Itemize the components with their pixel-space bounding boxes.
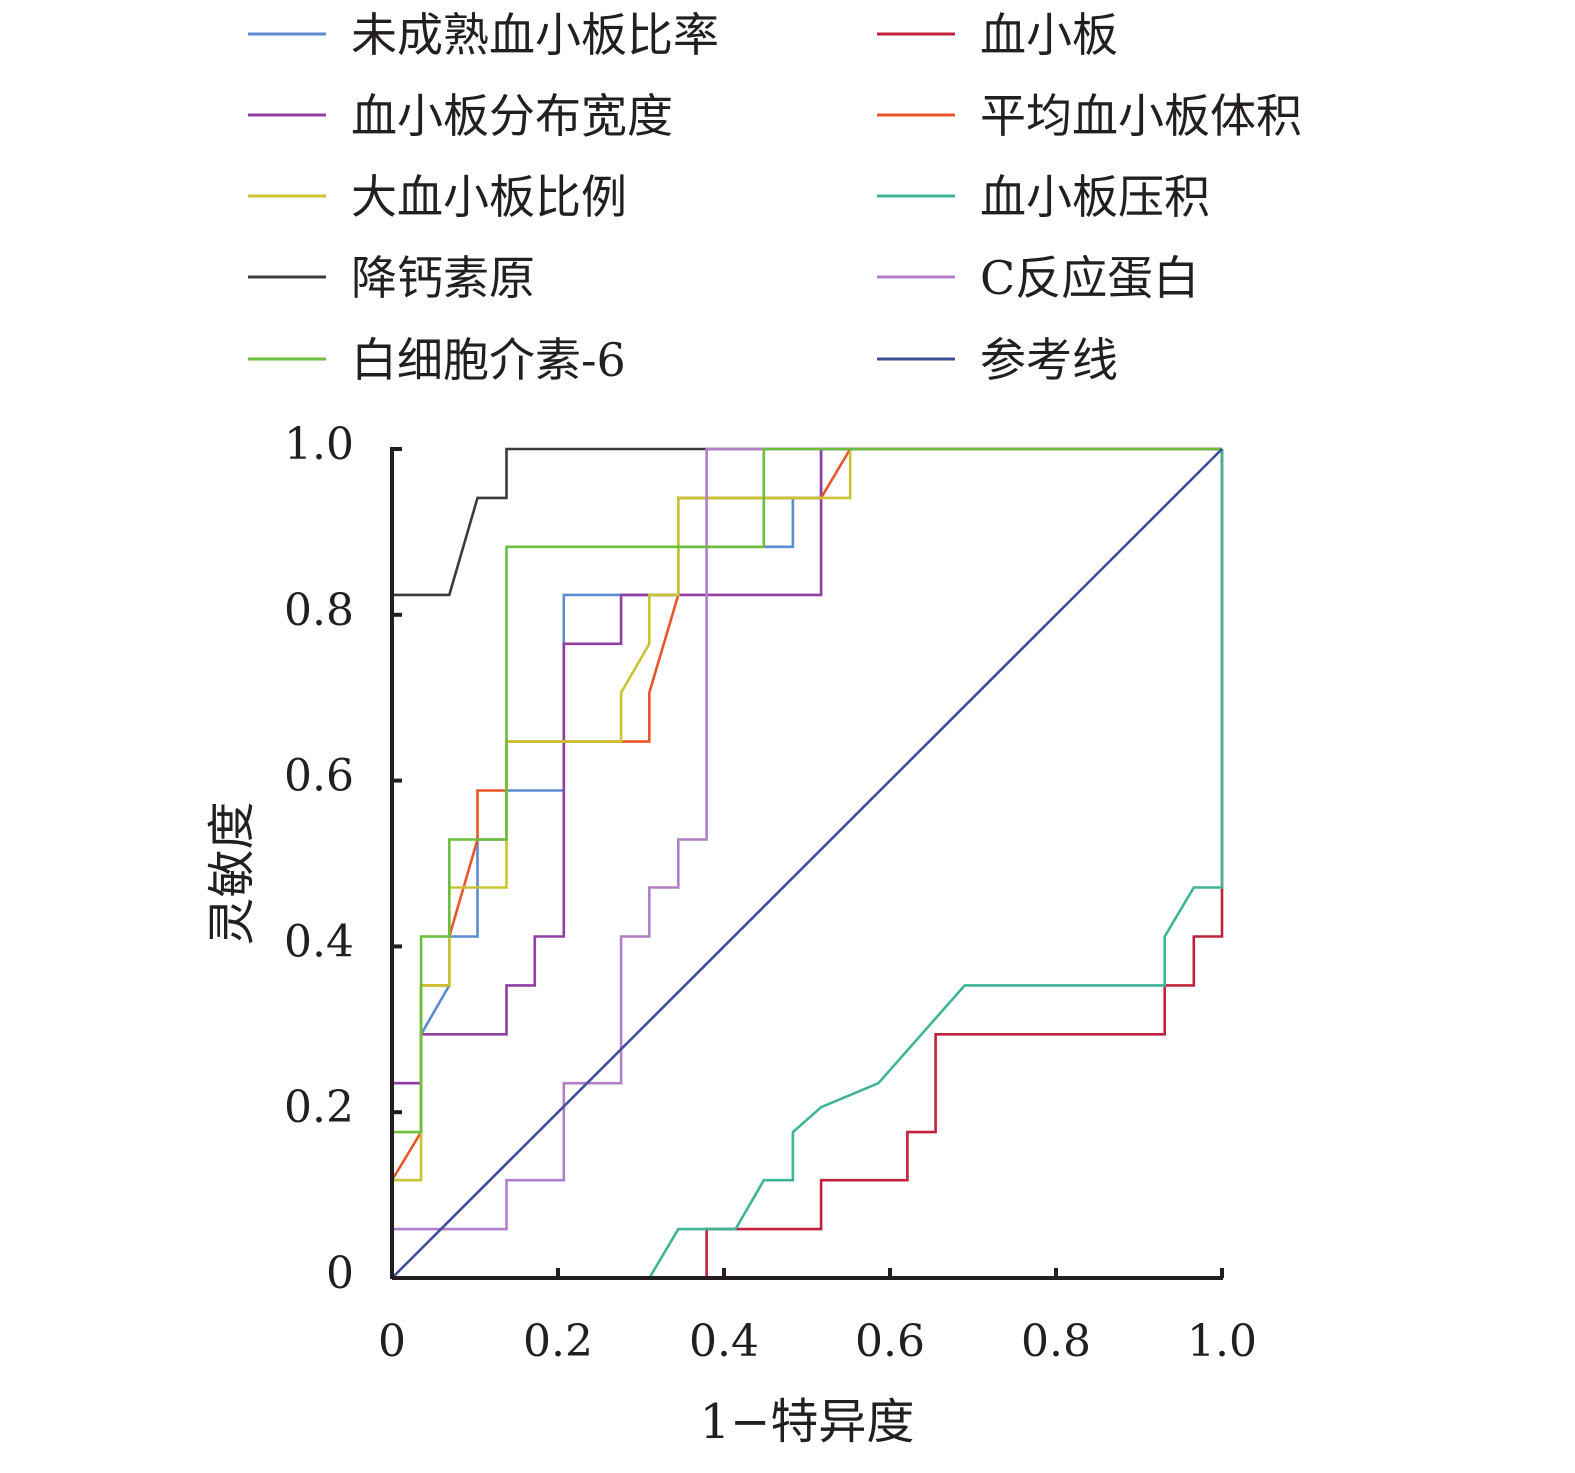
y-axis-title: 灵敏度 bbox=[204, 801, 260, 945]
legend-label-4: 平均血小板体积 bbox=[980, 89, 1302, 143]
legend-label-10: 参考线 bbox=[980, 333, 1118, 387]
legend-label-7: 降钙素原 bbox=[351, 251, 535, 305]
y-tick-label: 0.8 bbox=[284, 585, 354, 636]
y-tick-label: 1.0 bbox=[284, 419, 354, 470]
plot-area bbox=[390, 447, 1224, 1280]
x-tick-label: 0.2 bbox=[523, 1316, 593, 1367]
x-tick-label: 0.6 bbox=[855, 1316, 925, 1367]
series-line-2 bbox=[392, 449, 1224, 1280]
x-tick-label: 0.8 bbox=[1021, 1316, 1091, 1367]
legend-label-1: 未成熟血小板比率 bbox=[351, 8, 719, 62]
x-axis-title: 1−特异度 bbox=[700, 1394, 915, 1450]
y-tick-label: 0.6 bbox=[284, 751, 354, 802]
x-tick-label: 0 bbox=[378, 1316, 406, 1367]
series-line-8 bbox=[390, 447, 1222, 1278]
y-tick-label: 0.4 bbox=[284, 916, 354, 967]
legend-label-3: 血小板分布宽度 bbox=[351, 89, 673, 143]
series-line-10 bbox=[391, 448, 1223, 1279]
x-tick-label: 1.0 bbox=[1187, 1316, 1257, 1367]
axes: 1−特异度 灵敏度 0 0.2 0.4 0.6 0.8 1.0 0 0.2 0.4 0.6 0.8 1… bbox=[204, 419, 1257, 1450]
legend-label-9: 白细胞介素-6 bbox=[351, 333, 626, 387]
series-line-9 bbox=[390, 447, 1222, 1278]
x-tick-label: 0.4 bbox=[689, 1316, 759, 1367]
legend-label-5: 大血小板比例 bbox=[351, 170, 627, 224]
legend-label-2: 血小板 bbox=[980, 8, 1118, 62]
legend-label-6: 血小板压积 bbox=[980, 170, 1210, 224]
y-tick-label: 0 bbox=[326, 1248, 354, 1299]
y-tick-label: 0.2 bbox=[284, 1082, 354, 1133]
series-line-6 bbox=[392, 449, 1224, 1280]
legend-label-8: C反应蛋白 bbox=[980, 251, 1199, 305]
